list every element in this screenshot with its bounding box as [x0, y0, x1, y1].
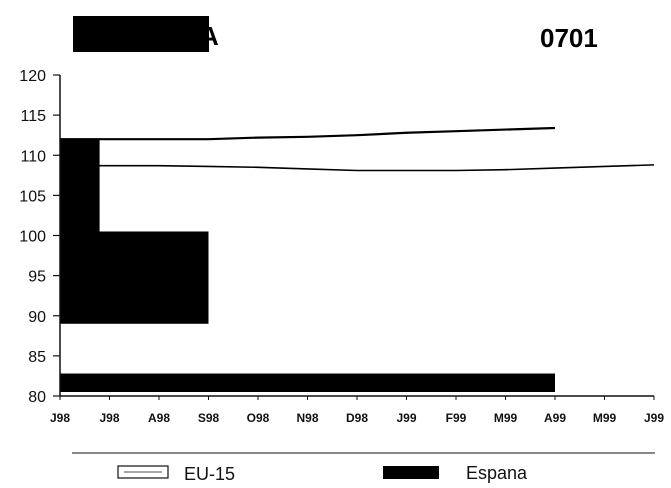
y-tick-label: 120: [19, 68, 46, 85]
shaded-block-2: [60, 373, 555, 392]
shaded-block-1: [60, 231, 209, 324]
y-ticks-layer: 80 85 90 95 100 105 110 115 120: [19, 68, 60, 406]
x-tick-label: J98: [99, 411, 119, 425]
y-tick-label: 90: [28, 309, 46, 326]
shaded-blocks-layer: [60, 139, 555, 392]
x-tick-label: S98: [198, 411, 220, 425]
y-tick-label: 80: [28, 389, 46, 406]
x-tick-label: M99: [494, 411, 518, 425]
series-code-label: 0701: [540, 23, 598, 53]
y-tick-label: 110: [20, 148, 46, 165]
series-layer: [60, 126, 655, 172]
x-tick-label: J99: [396, 411, 416, 425]
x-ticks-layer: J98 J98 A98 S98 O98 N98 D98 J99 F99 M99 A99 M99 J99: [50, 396, 664, 425]
x-tick-label: F99: [446, 411, 467, 425]
series-line-espana: [60, 126, 556, 141]
x-tick-label: O98: [247, 411, 270, 425]
legend-swatch-espana: [383, 466, 439, 479]
x-tick-label: D98: [346, 411, 368, 425]
legend-label-eu15: EU-15: [184, 464, 235, 484]
x-tick-label: M99: [593, 411, 617, 425]
legend: EU-15 Espana: [117, 463, 528, 484]
series-line-eu-15: [60, 164, 655, 172]
x-tick-label: J98: [50, 411, 70, 425]
shaded-block-0: [60, 139, 100, 232]
y-tick-label: 85: [28, 349, 46, 366]
y-tick-label: 105: [19, 188, 46, 205]
y-tick-label: 95: [28, 269, 46, 286]
chart-title-fragment: A: [200, 21, 219, 51]
y-tick-label: 100: [19, 229, 46, 246]
legend-label-espana: Espana: [466, 463, 528, 483]
x-tick-label: N98: [296, 411, 318, 425]
x-tick-label: A99: [544, 411, 566, 425]
x-tick-label: A98: [148, 411, 170, 425]
title-redaction-block: [73, 16, 209, 52]
y-tick-label: 115: [20, 108, 46, 125]
x-tick-label: J99: [644, 411, 664, 425]
